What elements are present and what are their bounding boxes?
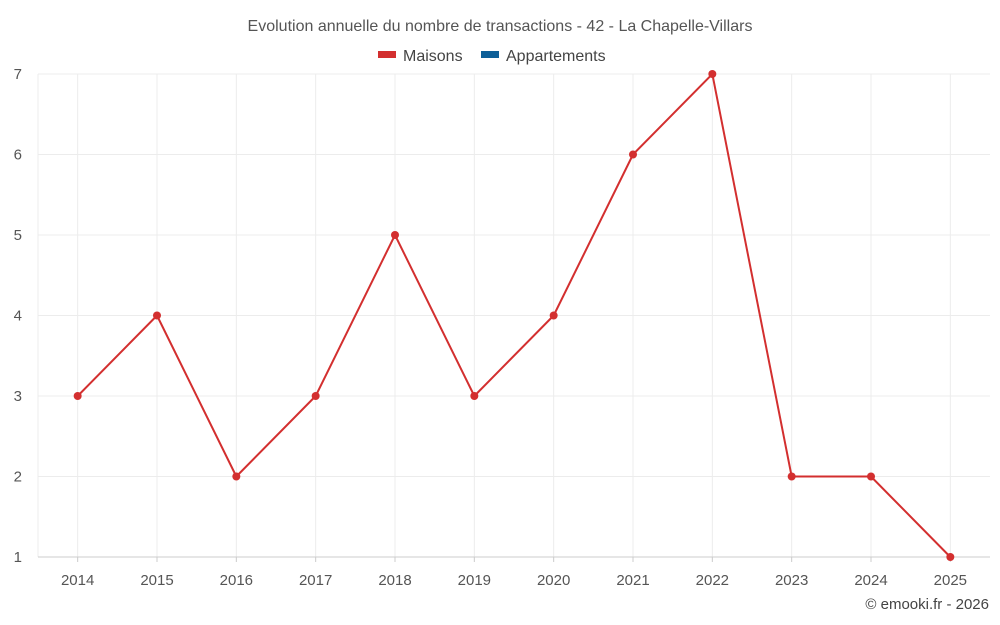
x-tick-label: 2022: [696, 572, 729, 589]
x-tick-label: 2015: [140, 572, 173, 589]
data-point-maisons[interactable]: [708, 70, 717, 78]
legend-item-appartements[interactable]: Appartements: [481, 48, 606, 65]
x-tick-label: 2023: [775, 572, 808, 589]
data-point-maisons[interactable]: [867, 472, 875, 481]
y-tick-label: 5: [14, 227, 22, 244]
y-tick-label: 4: [14, 308, 22, 325]
data-point-maisons[interactable]: [153, 311, 161, 320]
legend: Maisons Appartements: [378, 48, 606, 65]
data-point-maisons[interactable]: [946, 553, 955, 561]
y-tick-label: 2: [14, 469, 22, 486]
x-tick-label: 2020: [537, 572, 570, 589]
credit-text: © emooki.fr - 2026: [865, 596, 989, 613]
legend-label-appartements: Appartements: [506, 48, 606, 65]
y-tick-label: 7: [14, 66, 22, 83]
data-point-maisons[interactable]: [787, 472, 796, 481]
data-point-maisons[interactable]: [232, 472, 241, 481]
x-tick-label: 2016: [220, 572, 253, 589]
x-tick-label: 2017: [299, 572, 332, 589]
y-tick-label: 6: [14, 147, 22, 164]
gridlines: [37, 73, 990, 557]
data-point-maisons[interactable]: [629, 150, 637, 159]
x-axis-tick-labels: 2014 2015 2016 2017 2018 2019 2020 2021 2022 2023…: [61, 572, 967, 589]
x-tick-label: 2024: [854, 572, 887, 589]
x-tick-label: 2019: [458, 572, 491, 589]
legend-label-maisons: Maisons: [403, 48, 463, 65]
x-tick-label: 2018: [378, 572, 411, 589]
chart-title: Evolution annuelle du nombre de transact…: [248, 18, 753, 35]
x-tick-label: 2025: [934, 572, 967, 589]
legend-swatch-maisons: [378, 51, 396, 58]
axes: [38, 556, 990, 562]
data-point-maisons[interactable]: [391, 231, 399, 239]
legend-swatch-appartements: [481, 51, 499, 58]
data-point-maisons[interactable]: [73, 392, 82, 400]
data-point-maisons[interactable]: [470, 392, 479, 400]
series-line-maisons: [76, 71, 952, 558]
data-point-maisons[interactable]: [549, 311, 558, 320]
x-tick-label: 2021: [616, 572, 649, 589]
series: [73, 70, 955, 561]
x-tick-label: 2014: [61, 572, 94, 589]
y-axis-tick-labels: 1 2 3 4 5 6 7: [14, 66, 22, 566]
data-point-maisons[interactable]: [311, 392, 320, 400]
y-tick-label: 3: [14, 388, 22, 405]
legend-item-maisons[interactable]: Maisons: [378, 48, 463, 65]
y-tick-label: 1: [14, 549, 22, 566]
